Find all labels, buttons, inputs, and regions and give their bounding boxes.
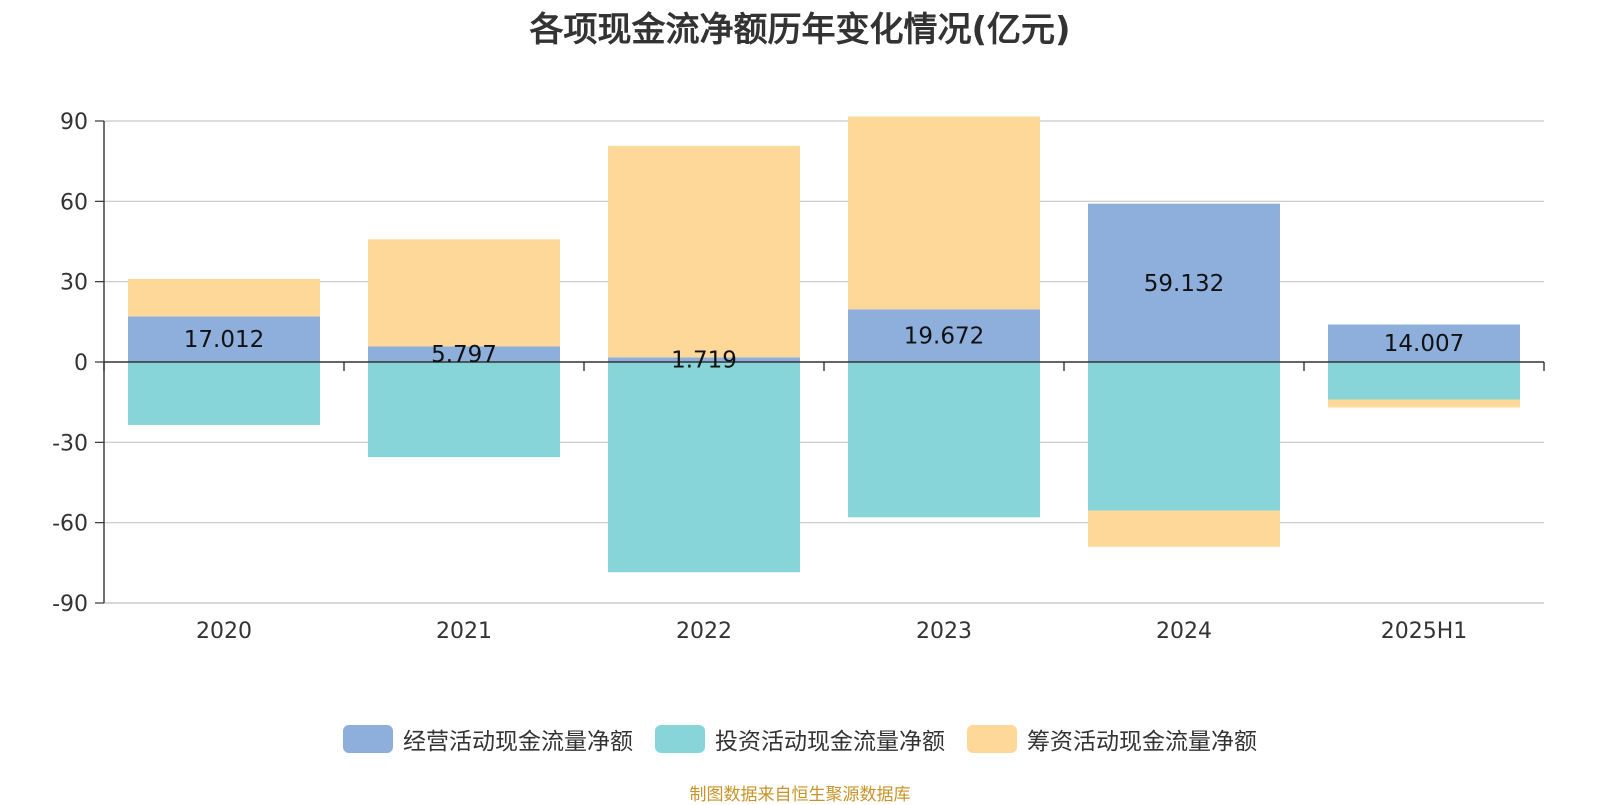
axes: 90 60 30 0 -30 -60 -90 2020 2021 2022 2023 2024 2025… xyxy=(52,110,1545,644)
bar-series-3-2024[interactable] xyxy=(1088,510,1280,547)
legend-item-1[interactable]: 经营活动现金流量净额 xyxy=(343,722,633,756)
bar-layer xyxy=(128,116,1520,573)
legend-item-2[interactable]: 投资活动现金流量净额 xyxy=(655,722,945,756)
bar-series-2-2023[interactable] xyxy=(848,362,1040,518)
data-labels: 17.012 5.797 1.719 19.672 59.132 14.007 xyxy=(184,271,1464,374)
bar-series-2-2022[interactable] xyxy=(608,362,800,573)
source-note: 制图数据来自恒生聚源数据库 xyxy=(689,785,911,805)
bar-series-2-2025H1[interactable] xyxy=(1328,362,1520,400)
data-label: 17.012 xyxy=(184,327,264,353)
data-label: 1.719 xyxy=(671,348,737,374)
data-label: 19.672 xyxy=(904,324,984,350)
bar-series-3-2020[interactable] xyxy=(128,278,320,317)
x-tick-label: 2020 xyxy=(196,619,252,644)
legend-label: 筹资活动现金流量净额 xyxy=(1027,729,1257,755)
y-tick-label: -30 xyxy=(52,431,88,456)
bar-series-1-2021[interactable] xyxy=(368,346,560,362)
y-tick-label: 60 xyxy=(60,190,88,215)
legend-item-3[interactable]: 筹资活动现金流量净额 xyxy=(967,722,1257,756)
bar-series-1-2024[interactable] xyxy=(1088,203,1280,362)
bar-series-3-2023[interactable] xyxy=(848,116,1040,310)
bar-series-2-2024[interactable] xyxy=(1088,362,1280,511)
legend: 经营活动现金流量净额 投资活动现金流量净额 筹资活动现金流量净额 xyxy=(0,722,1600,756)
bar-series-3-2021[interactable] xyxy=(368,239,560,347)
data-label: 5.797 xyxy=(431,342,497,368)
chart-title: 各项现金流净额历年变化情况(亿元) xyxy=(529,10,1071,50)
bar-series-3-2022[interactable] xyxy=(608,145,800,358)
x-tick-label: 2021 xyxy=(436,619,492,644)
y-tick-label: -90 xyxy=(52,592,88,617)
x-tick-label: 2023 xyxy=(916,619,972,644)
bar-series-1-2025H1[interactable] xyxy=(1328,324,1520,362)
bar-series-1-2023[interactable] xyxy=(848,309,1040,362)
y-tick-label: -60 xyxy=(52,512,88,537)
bar-series-3-2025H1[interactable] xyxy=(1328,399,1520,408)
bar-series-1-2020[interactable] xyxy=(128,316,320,362)
bar-series-1-2022[interactable] xyxy=(608,357,800,362)
grid-lines xyxy=(104,120,1544,604)
legend-swatch xyxy=(343,725,393,753)
legend-label: 投资活动现金流量净额 xyxy=(715,729,945,755)
y-tick-label: 0 xyxy=(74,351,88,376)
legend-swatch xyxy=(967,725,1017,753)
y-tick-label: 30 xyxy=(60,271,88,296)
y-tick-label: 90 xyxy=(60,110,88,135)
x-tick-label: 2024 xyxy=(1156,619,1212,644)
data-label: 59.132 xyxy=(1144,271,1224,297)
bar-series-2-2020[interactable] xyxy=(128,362,320,425)
bar-series-2-2021[interactable] xyxy=(368,362,560,458)
legend-label: 经营活动现金流量净额 xyxy=(403,729,633,755)
legend-swatch xyxy=(655,725,705,753)
x-tick-label: 2025H1 xyxy=(1381,619,1468,644)
data-label: 14.007 xyxy=(1384,331,1464,357)
x-tick-label: 2022 xyxy=(676,619,732,644)
